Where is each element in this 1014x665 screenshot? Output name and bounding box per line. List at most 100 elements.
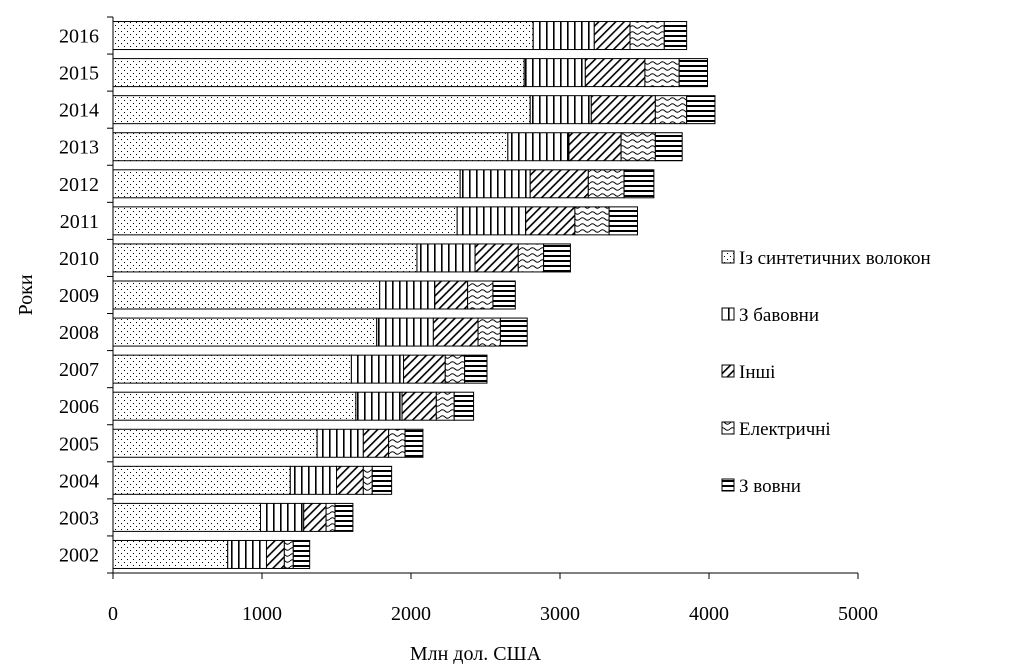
bar-segment-2006-series-4 bbox=[435, 391, 455, 421]
bar-segment-2002-series-3 bbox=[265, 539, 285, 569]
y-tick-label-2009: 2009 bbox=[59, 285, 99, 307]
legend-label-3: Інші bbox=[739, 362, 775, 383]
bar-segment-2014-series-5 bbox=[686, 95, 716, 125]
y-tick-label-2012: 2012 bbox=[59, 174, 99, 196]
bar-segment-2014-series-4 bbox=[654, 95, 688, 125]
y-tick-label-2014: 2014 bbox=[59, 100, 99, 122]
legend-swatch-1 bbox=[721, 250, 735, 264]
bar-segment-2011-series-1 bbox=[112, 206, 458, 236]
y-tick-label-2002: 2002 bbox=[59, 544, 99, 566]
bar-segment-2009-series-5 bbox=[492, 280, 516, 310]
bar-segment-2008-series-2 bbox=[376, 317, 434, 347]
x-tick-label-0: 0 bbox=[108, 603, 118, 625]
bar-segment-2006-series-1 bbox=[112, 391, 357, 421]
bar-segment-2014-series-1 bbox=[112, 95, 531, 125]
axes-layer: 2002 2003 2004 2005 2006 2007 2008 2009 2010 2011… bbox=[59, 16, 878, 625]
y-tick-label-2006: 2006 bbox=[59, 396, 99, 418]
bar-segment-2009-series-3 bbox=[434, 280, 469, 310]
legend-label-1: Із синтетичних волокон bbox=[739, 248, 931, 269]
legend-swatch-2 bbox=[721, 307, 735, 321]
bar-segment-2008-series-5 bbox=[499, 317, 528, 347]
bar-segment-2016-series-5 bbox=[663, 21, 688, 51]
bar-segment-2005-series-4 bbox=[388, 428, 406, 458]
bar-segment-2010-series-4 bbox=[517, 243, 545, 273]
bar-segment-2003-series-3 bbox=[303, 502, 327, 532]
legend-label-4: Електричні bbox=[739, 419, 831, 440]
bar-segment-2008-series-1 bbox=[112, 317, 378, 347]
x-axis-title: Млн дол. США bbox=[410, 643, 542, 665]
bar-segment-2003-series-5 bbox=[334, 502, 354, 532]
bar-segment-2004-series-1 bbox=[112, 465, 291, 495]
y-tick-label-2011: 2011 bbox=[60, 211, 99, 233]
bar-segment-2015-series-1 bbox=[112, 58, 525, 88]
bar-segment-2012-series-2 bbox=[459, 169, 531, 199]
bar-segment-2007-series-2 bbox=[350, 354, 405, 384]
y-tick-label-2007: 2007 bbox=[59, 359, 99, 381]
bar-segment-2015-series-2 bbox=[523, 58, 586, 88]
bar-segment-2010-series-2 bbox=[416, 243, 476, 273]
bar-segment-2012-series-3 bbox=[529, 169, 589, 199]
bar-segment-2008-series-3 bbox=[432, 317, 479, 347]
bar-segment-2015-series-4 bbox=[644, 58, 680, 88]
bar-segment-2010-series-1 bbox=[112, 243, 418, 273]
bar-segment-2009-series-4 bbox=[467, 280, 494, 310]
bar-segment-2016-series-1 bbox=[112, 21, 534, 51]
bar-segment-2011-series-4 bbox=[574, 206, 610, 236]
bar-segment-2003-series-2 bbox=[260, 502, 305, 532]
y-tick-label-2013: 2013 bbox=[59, 137, 99, 159]
bar-segment-2008-series-4 bbox=[477, 317, 501, 347]
bar-segment-2013-series-4 bbox=[620, 132, 656, 162]
bar-segment-2005-series-1 bbox=[112, 428, 318, 458]
bar-segment-2004-series-3 bbox=[336, 465, 364, 495]
bar-segment-2003-series-4 bbox=[325, 502, 336, 532]
bar-segment-2006-series-2 bbox=[355, 391, 403, 421]
bar-segment-2014-series-2 bbox=[529, 95, 592, 125]
bar-segment-2007-series-5 bbox=[464, 354, 488, 384]
x-tick-label-3000: 3000 bbox=[540, 603, 580, 625]
bar-segment-2004-series-2 bbox=[289, 465, 337, 495]
bar-segment-2002-series-4 bbox=[283, 539, 294, 569]
bar-segment-2012-series-1 bbox=[112, 169, 461, 199]
bar-segment-2012-series-4 bbox=[587, 169, 625, 199]
bar-segment-2016-series-2 bbox=[532, 21, 595, 51]
legend-label-2: З бавовни bbox=[739, 305, 819, 326]
bar-segment-2009-series-2 bbox=[379, 280, 436, 310]
legend-swatch-4 bbox=[721, 421, 735, 435]
bar-segment-2014-series-3 bbox=[590, 95, 656, 125]
bar-segment-2010-series-3 bbox=[474, 243, 519, 273]
y-tick-label-2015: 2015 bbox=[59, 63, 99, 85]
bar-segment-2016-series-3 bbox=[593, 21, 631, 51]
bar-segment-2011-series-3 bbox=[525, 206, 576, 236]
bar-segment-2002-series-5 bbox=[292, 539, 311, 569]
bar-segment-2012-series-5 bbox=[623, 169, 655, 199]
bar-segment-2016-series-4 bbox=[629, 21, 665, 51]
bar-segment-2010-series-5 bbox=[543, 243, 571, 273]
bar-segment-2003-series-1 bbox=[112, 502, 262, 532]
x-tick-label-2000: 2000 bbox=[391, 603, 431, 625]
bar-segment-2002-series-1 bbox=[112, 539, 229, 569]
bar-segment-2013-series-5 bbox=[654, 132, 683, 162]
bar-segment-2011-series-2 bbox=[456, 206, 527, 236]
bar-segment-2002-series-2 bbox=[227, 539, 267, 569]
x-tick-label-5000: 5000 bbox=[838, 603, 878, 625]
y-axis-title: Роки bbox=[15, 274, 37, 315]
bar-segment-2006-series-5 bbox=[453, 391, 475, 421]
bar-segment-2007-series-4 bbox=[444, 354, 466, 384]
legend-label-5: З вовни bbox=[739, 476, 801, 497]
y-tick-label-2003: 2003 bbox=[59, 507, 99, 529]
bar-segment-2013-series-3 bbox=[568, 132, 622, 162]
bar-segment-2006-series-3 bbox=[401, 391, 437, 421]
x-tick-label-4000: 4000 bbox=[689, 603, 729, 625]
bar-segment-2009-series-1 bbox=[112, 280, 381, 310]
legend-swatch-5 bbox=[721, 478, 735, 492]
bar-segment-2015-series-5 bbox=[678, 58, 709, 88]
legend-swatch-3 bbox=[721, 364, 735, 378]
x-tick-label-1000: 1000 bbox=[242, 603, 282, 625]
bar-segment-2013-series-2 bbox=[507, 132, 570, 162]
bar-segment-2004-series-5 bbox=[371, 465, 393, 495]
bar-segment-2015-series-3 bbox=[584, 58, 646, 88]
y-tick-label-2004: 2004 bbox=[59, 470, 99, 492]
bar-segment-2005-series-2 bbox=[316, 428, 364, 458]
